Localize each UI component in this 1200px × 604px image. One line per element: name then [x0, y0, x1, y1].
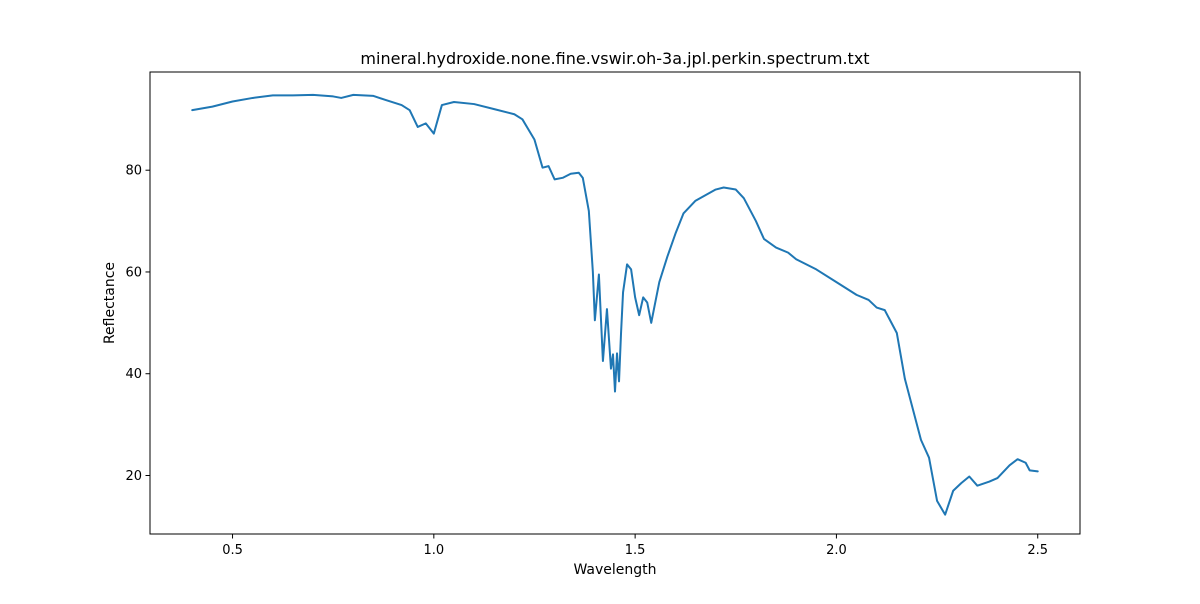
y-tick-label: 60 — [125, 265, 142, 280]
plot-frame — [149, 71, 1081, 535]
x-tick-label: 2.5 — [1027, 543, 1048, 558]
x-tick-label: 1.5 — [625, 543, 646, 558]
x-tick-label: 0.5 — [222, 543, 243, 558]
plot-area — [150, 72, 1080, 534]
x-tick-label: 2.0 — [826, 543, 847, 558]
x-tick-label: 1.0 — [423, 543, 444, 558]
spectrum-line — [191, 93, 1039, 516]
y-tick-label: 40 — [125, 367, 142, 382]
y-tick-label: 80 — [125, 164, 142, 179]
y-tick-label: 20 — [125, 469, 142, 484]
y-axis-ticks: 20 40 60 80 — [125, 164, 150, 484]
x-axis-label: Wavelength — [573, 562, 656, 578]
y-axis-label: Reflectance — [102, 262, 118, 344]
x-axis-ticks: 0.5 1.0 1.5 2.0 2.5 — [222, 534, 1048, 558]
chart-title: mineral.hydroxide.none.fine.vswir.oh-3a.… — [360, 49, 869, 68]
